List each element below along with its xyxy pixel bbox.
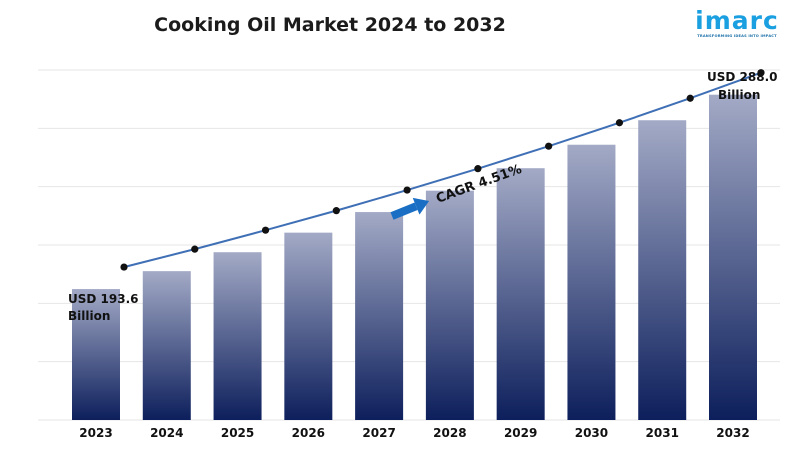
bar-2030 xyxy=(567,144,616,420)
cagr-arrow xyxy=(390,197,430,220)
imarc-logo: imarc TRANSFORMING IDEAS INTO IMPACT xyxy=(687,8,787,39)
bar-2025 xyxy=(213,252,262,420)
trend-point-2027 xyxy=(403,186,411,194)
bar-2028 xyxy=(425,190,474,420)
x-tick-label: 2029 xyxy=(504,426,537,440)
trend-point-2028 xyxy=(474,165,482,173)
start-unit-label: Billion xyxy=(68,309,110,323)
cagr-arrow-head xyxy=(412,197,430,215)
bar-2024 xyxy=(142,271,191,420)
start-value-label: USD 193.6 xyxy=(68,292,138,306)
bar-2027 xyxy=(355,212,404,420)
trend-point-2031 xyxy=(686,94,694,102)
end-value-label: USD 288.0 xyxy=(707,70,777,84)
trend-line xyxy=(123,71,762,269)
bar-2029 xyxy=(496,168,545,420)
x-tick-label: 2028 xyxy=(433,426,466,440)
x-tick-label: 2030 xyxy=(575,426,608,440)
x-tick-label: 2024 xyxy=(150,426,183,440)
logo-wordmark: imarc xyxy=(695,6,779,35)
trend-point-2029 xyxy=(545,142,553,150)
trend-point-2025 xyxy=(261,226,270,234)
bar-2031 xyxy=(638,120,687,420)
x-tick-label: 2027 xyxy=(362,426,395,440)
bar-2032 xyxy=(709,94,757,421)
bar-2023 xyxy=(72,289,120,420)
end-unit-label: Billion xyxy=(718,88,760,102)
trend-point-2030 xyxy=(615,119,624,127)
x-tick-label: 2026 xyxy=(292,426,325,440)
bars xyxy=(72,94,757,421)
cagr-arrow-shaft xyxy=(390,202,418,220)
x-tick-label: 2025 xyxy=(221,426,254,440)
bar-2026 xyxy=(284,232,333,420)
trend-point-2032 xyxy=(757,69,765,77)
trend-point-2024 xyxy=(191,245,199,253)
x-tick-label: 2031 xyxy=(646,426,679,440)
trend-point-2026 xyxy=(332,207,340,215)
trend-point-2023 xyxy=(120,263,128,271)
x-tick-label: 2032 xyxy=(716,426,749,440)
trend-line-group xyxy=(120,69,765,271)
x-tick-label: 2023 xyxy=(79,426,112,440)
chart-title: Cooking Oil Market 2024 to 2032 xyxy=(154,14,506,36)
x-tick-labels: 2023 2024 2025 2026 2027 2028 2029 2030 2031 2032 xyxy=(79,426,749,440)
logo-tagline: TRANSFORMING IDEAS INTO IMPACT xyxy=(697,34,777,38)
